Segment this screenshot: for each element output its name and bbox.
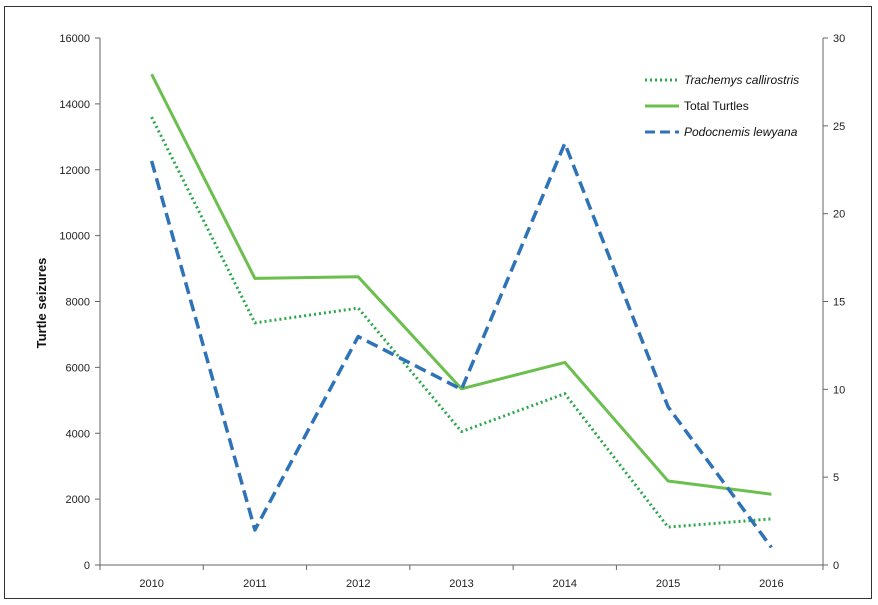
- y-right-tick-label: 15: [833, 297, 845, 309]
- legend-label-podocnemis: Podocnemis lewyana: [684, 125, 798, 139]
- axes: 0 2000 4000 6000 8000 10000 12000 14000 16000 0 5 1…: [59, 33, 845, 590]
- y-left-tick-label: 12000: [59, 165, 90, 177]
- series-line-total: [150, 73, 772, 496]
- y-left-tick-label: 2000: [66, 494, 90, 506]
- series-line-podocnemis: [149, 141, 773, 549]
- x-tick-label: 2016: [759, 578, 783, 590]
- y-left-tick-label: 10000: [59, 231, 90, 243]
- y-axis-label: Turtle seizures: [34, 258, 49, 349]
- legend: Trachemys callirostris Total Turtles Pod…: [645, 73, 799, 139]
- x-tick-label: 2010: [139, 578, 163, 590]
- x-tick-label: 2013: [449, 578, 473, 590]
- series-line-trachemys: [150, 116, 772, 529]
- x-tick-label: 2014: [553, 578, 577, 590]
- x-tick-label: 2015: [656, 578, 680, 590]
- y-left-tick-label: 16000: [59, 33, 90, 45]
- y-left-tick-label: 0: [84, 560, 90, 572]
- chart-frame: [4, 6, 872, 599]
- legend-label-trachemys: Trachemys callirostris: [684, 73, 799, 87]
- y-left-tick-label: 14000: [59, 99, 90, 111]
- y-right-tick-label: 10: [833, 384, 845, 396]
- y-right-tick-label: 5: [833, 472, 839, 484]
- y-right-tick-label: 30: [833, 33, 845, 45]
- y-right-tick-label: 25: [833, 121, 845, 133]
- x-tick-label: 2011: [243, 578, 267, 590]
- y-left-tick-label: 4000: [66, 428, 90, 440]
- legend-label-total: Total Turtles: [684, 99, 749, 113]
- x-tick-label: 2012: [346, 578, 370, 590]
- y-right-tick-label: 0: [833, 560, 839, 572]
- y-left-tick-label: 8000: [66, 297, 90, 309]
- y-right-tick-label: 20: [833, 209, 845, 221]
- series-layer: [149, 73, 773, 549]
- y-left-tick-label: 6000: [66, 362, 90, 374]
